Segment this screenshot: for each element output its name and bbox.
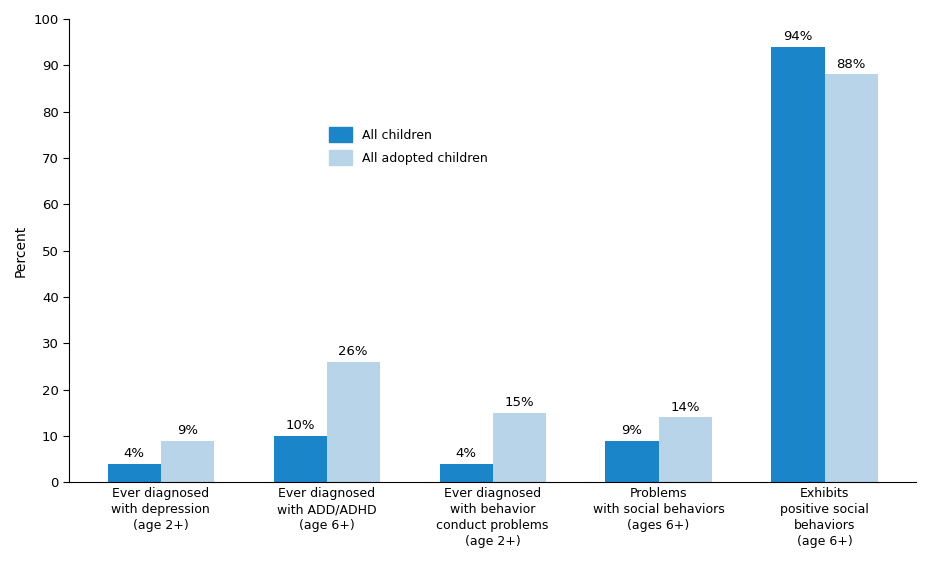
Bar: [825, 75, 878, 482]
Text: 9%: 9%: [621, 424, 643, 437]
Bar: [493, 413, 546, 482]
Bar: [326, 362, 379, 482]
Y-axis label: Percent: Percent: [14, 224, 28, 277]
Text: 14%: 14%: [671, 401, 700, 414]
Bar: [440, 464, 493, 482]
Bar: [273, 436, 326, 482]
Bar: [771, 47, 825, 482]
Text: 94%: 94%: [783, 30, 813, 43]
Text: 10%: 10%: [286, 419, 315, 432]
Text: 26%: 26%: [339, 345, 368, 358]
Bar: [605, 441, 658, 482]
Text: 9%: 9%: [177, 424, 198, 437]
Text: 88%: 88%: [836, 58, 866, 71]
Bar: [108, 464, 161, 482]
Bar: [658, 418, 711, 482]
Text: 4%: 4%: [456, 447, 476, 460]
Text: 4%: 4%: [124, 447, 145, 460]
Legend: All children, All adopted children: All children, All adopted children: [329, 127, 487, 165]
Text: 15%: 15%: [504, 396, 534, 409]
Bar: [161, 441, 214, 482]
